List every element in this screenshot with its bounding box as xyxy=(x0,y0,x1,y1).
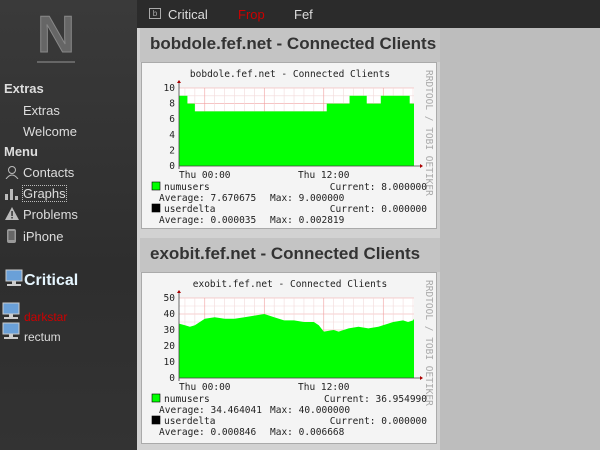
legend-name: numusers xyxy=(164,182,210,193)
x-axis-arrow xyxy=(420,164,423,168)
y-tick-label: 40 xyxy=(164,309,176,320)
legend-average: Average: 7.670675 xyxy=(159,193,256,204)
sidebar-item-welcome[interactable]: Welcome xyxy=(23,124,77,139)
legend-max: Max: 0.002819 xyxy=(270,215,345,226)
legend-max: Max: 9.000000 xyxy=(270,193,345,204)
tab-fef[interactable]: Fef xyxy=(294,7,313,22)
x-axis-arrow xyxy=(420,376,423,380)
legend-average: Average: 0.000846 xyxy=(159,427,257,438)
sidebar-item-contacts[interactable]: Contacts xyxy=(23,165,75,180)
top-bar: b Critical Frop Fef xyxy=(137,0,600,28)
tab-critical[interactable]: Critical xyxy=(168,7,208,22)
y-tick-label: 0 xyxy=(169,161,175,172)
x-tick-label: Thu 00:00 xyxy=(179,382,231,393)
sidebar: N Extras Extras Welcome Menu Contacts Gr… xyxy=(0,0,137,450)
y-tick-label: 6 xyxy=(169,114,175,125)
y-tick-label: 0 xyxy=(169,373,175,384)
side-label: RRDTOOL / TOBI OETIKER xyxy=(423,70,434,196)
legend-name: userdelta xyxy=(164,416,215,427)
graph-chart: bobdole.fef.net - Connected Clients 0 2 4 6 8… xyxy=(151,69,434,226)
sidebar-item-problems[interactable]: Problems xyxy=(23,207,78,222)
graphs-icon xyxy=(5,186,19,200)
section-menu: Menu xyxy=(4,144,38,159)
chart-title: exobit.fef.net - Connected Clients xyxy=(193,279,387,290)
legend-name: userdelta xyxy=(164,204,215,215)
legend-swatch-numusers xyxy=(151,181,161,191)
legend-name: numusers xyxy=(164,394,210,405)
legend-swatch-userdelta xyxy=(151,203,161,213)
legend-current: Current: 0.000000 xyxy=(330,204,428,215)
graph-header: exobit.fef.net - Connected Clients xyxy=(140,238,440,272)
computer-icon xyxy=(2,302,20,320)
y-tick-label: 8 xyxy=(169,99,175,110)
y-tick-label: 50 xyxy=(164,293,176,304)
iphone-icon xyxy=(5,229,19,243)
sidebar-item-graphs[interactable]: Graphs xyxy=(22,185,67,202)
y-axis-arrow xyxy=(177,290,181,293)
graph-panel: bobdole.fef.net - Connected Clients 0 2 4 6 8… xyxy=(141,62,437,229)
sidebar-item-iphone[interactable]: iPhone xyxy=(23,229,64,244)
x-tick-label: Thu 00:00 xyxy=(179,170,231,181)
legend-current: Current: 36.954990 xyxy=(324,394,427,405)
y-tick-label: 4 xyxy=(169,130,175,141)
legend-current: Current: 8.000000 xyxy=(330,182,428,193)
series-area-numusers xyxy=(179,95,414,166)
side-label: RRDTOOL / TOBI OETIKER xyxy=(423,280,434,406)
legend-swatch-userdelta xyxy=(151,415,161,425)
warning-icon xyxy=(5,207,19,221)
legend-swatch-numusers xyxy=(151,393,161,403)
section-extras: Extras xyxy=(4,81,44,96)
tab-icon: b xyxy=(149,8,161,19)
legend-max: Max: 40.000000 xyxy=(270,405,350,416)
y-tick-label: 2 xyxy=(169,145,175,156)
computer-icon xyxy=(2,322,20,340)
logo: N xyxy=(37,8,76,65)
x-tick-label: Thu 12:00 xyxy=(298,170,350,181)
legend-average: Average: 34.464041 xyxy=(159,405,262,416)
sidebar-item-extras[interactable]: Extras xyxy=(23,103,60,118)
legend-max: Max: 0.006668 xyxy=(270,427,345,438)
y-axis-arrow xyxy=(177,80,181,83)
series-area-numusers xyxy=(179,314,414,378)
critical-heading: Critical xyxy=(24,272,79,289)
host-darkstar[interactable]: darkstar xyxy=(24,310,68,324)
legend-average: Average: 0.000035 xyxy=(159,215,256,226)
graph-header: bobdole.fef.net - Connected Clients xyxy=(140,28,440,62)
legend-current: Current: 0.000000 xyxy=(330,416,428,427)
y-tick-label: 10 xyxy=(164,357,176,368)
chart-title: bobdole.fef.net - Connected Clients xyxy=(190,69,390,80)
x-tick-label: Thu 12:00 xyxy=(298,382,350,393)
computer-icon xyxy=(5,269,23,287)
host-rectum[interactable]: rectum xyxy=(24,330,61,344)
graph-chart: exobit.fef.net - Connected Clients 0 10 20 3… xyxy=(151,279,434,438)
contacts-icon xyxy=(5,165,19,180)
graph-panel: exobit.fef.net - Connected Clients 0 10 20 3… xyxy=(141,272,437,444)
svg-text:N: N xyxy=(37,8,75,64)
tab-frop[interactable]: Frop xyxy=(238,7,265,22)
y-tick-label: 30 xyxy=(164,325,176,336)
y-tick-label: 10 xyxy=(164,83,176,94)
y-tick-label: 20 xyxy=(164,341,176,352)
